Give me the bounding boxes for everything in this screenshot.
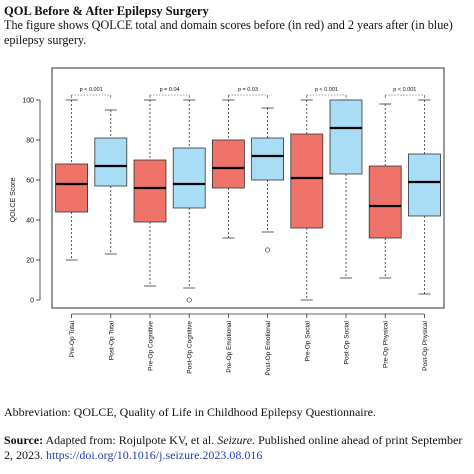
x-tick-label: Post-Op Cognitive — [187, 321, 194, 374]
comparison-bracket: p < 0.001 — [306, 87, 347, 98]
box-post-op-emotional — [251, 107, 285, 253]
comparison-bracket: p < 0.001 — [384, 87, 425, 98]
box-pre-op-physical — [368, 103, 402, 279]
source-citation: Adapted from: Rojulpote KV, et al. — [43, 433, 218, 447]
x-tick-label: Post-Op Social — [344, 320, 351, 364]
outlier-point — [186, 297, 192, 303]
x-tick-label: Pre-Op Cognitive — [148, 321, 155, 371]
iqr-box — [172, 147, 206, 209]
box-pre-op-total — [55, 99, 88, 261]
box-post-op-cognitive — [172, 99, 206, 303]
iqr-box — [133, 159, 167, 223]
box-pre-op-cognitive — [133, 99, 167, 287]
p-value-label: p = 0.04 — [160, 87, 180, 93]
x-tick-label: Pre-Op Social — [304, 320, 311, 361]
box-pre-op-emotional — [211, 99, 245, 239]
source-journal: Seizure — [217, 433, 253, 447]
box-post-op-total — [94, 109, 128, 255]
abbreviation-note: Abbreviation: QOLCE, Quality of Life in … — [4, 405, 376, 419]
x-tick-label: Pre-Op Total — [69, 320, 76, 357]
y-tick-label: 40 — [26, 218, 34, 225]
y-tick-label: 60 — [26, 178, 34, 185]
box-post-op-social — [329, 99, 363, 279]
p-value-label: p = 0.03 — [238, 87, 258, 93]
box-series — [55, 99, 441, 303]
source-note: Source: Adapted from: Rojulpote KV, et a… — [4, 433, 470, 463]
x-tick-label: Post-Op Total — [108, 320, 115, 360]
y-tick-label: 100 — [22, 98, 34, 105]
source-doi-link[interactable]: https://doi.org/10.1016/j.seizure.2023.0… — [46, 448, 263, 462]
figure-subtitle: The figure shows QOLCE total and domain … — [4, 18, 453, 47]
iqr-box — [251, 137, 285, 181]
p-value-label: p < 0.001 — [315, 87, 338, 93]
x-tick-label: Pre-Op Physical — [383, 320, 390, 368]
x-axis: Pre-Op Total Post-Op Total Pre-Op Cognitiv… — [69, 313, 429, 376]
iqr-box — [290, 133, 324, 229]
boxplot-chart: 0 20 40 60 80 100 QOLCE Score p < 0.001 p = 0.… — [10, 67, 445, 376]
comparison-brackets: p < 0.001 p = 0.04 p = 0.03 p < 0.001 p < 0.… — [71, 87, 425, 98]
iqr-box — [55, 163, 88, 213]
iqr-box — [211, 139, 245, 189]
p-value-label: p < 0.001 — [393, 87, 416, 93]
outlier-point — [265, 247, 271, 253]
iqr-box — [407, 153, 441, 217]
p-value-label: p < 0.001 — [80, 87, 103, 93]
y-tick-label: 20 — [26, 258, 34, 265]
comparison-bracket: p = 0.03 — [228, 87, 268, 98]
plot-frame — [51, 67, 445, 309]
y-tick-label: 0 — [30, 298, 34, 305]
box-post-op-physical — [407, 99, 441, 295]
comparison-bracket: p < 0.001 — [71, 87, 112, 98]
y-axis-label: QOLCE Score — [10, 178, 17, 223]
source-label: Source: — [4, 433, 44, 447]
y-tick-label: 80 — [26, 138, 34, 145]
iqr-box — [329, 99, 363, 175]
x-tick-label: Pre-Op Emotional — [226, 320, 233, 372]
figure-title: QOL Before & After Epilepsy Surgery — [4, 4, 209, 18]
x-tick-label: Post-Op Emotional — [265, 320, 272, 375]
x-tick-label: Post-Op Physical — [422, 320, 429, 370]
box-pre-op-social — [290, 99, 324, 301]
source-publication: . Published online ahead of print Septem… — [4, 433, 463, 462]
iqr-box — [368, 165, 402, 239]
y-axis: 0 20 40 60 80 100 — [22, 98, 41, 305]
comparison-bracket: p = 0.04 — [149, 87, 190, 98]
iqr-box — [94, 137, 128, 187]
